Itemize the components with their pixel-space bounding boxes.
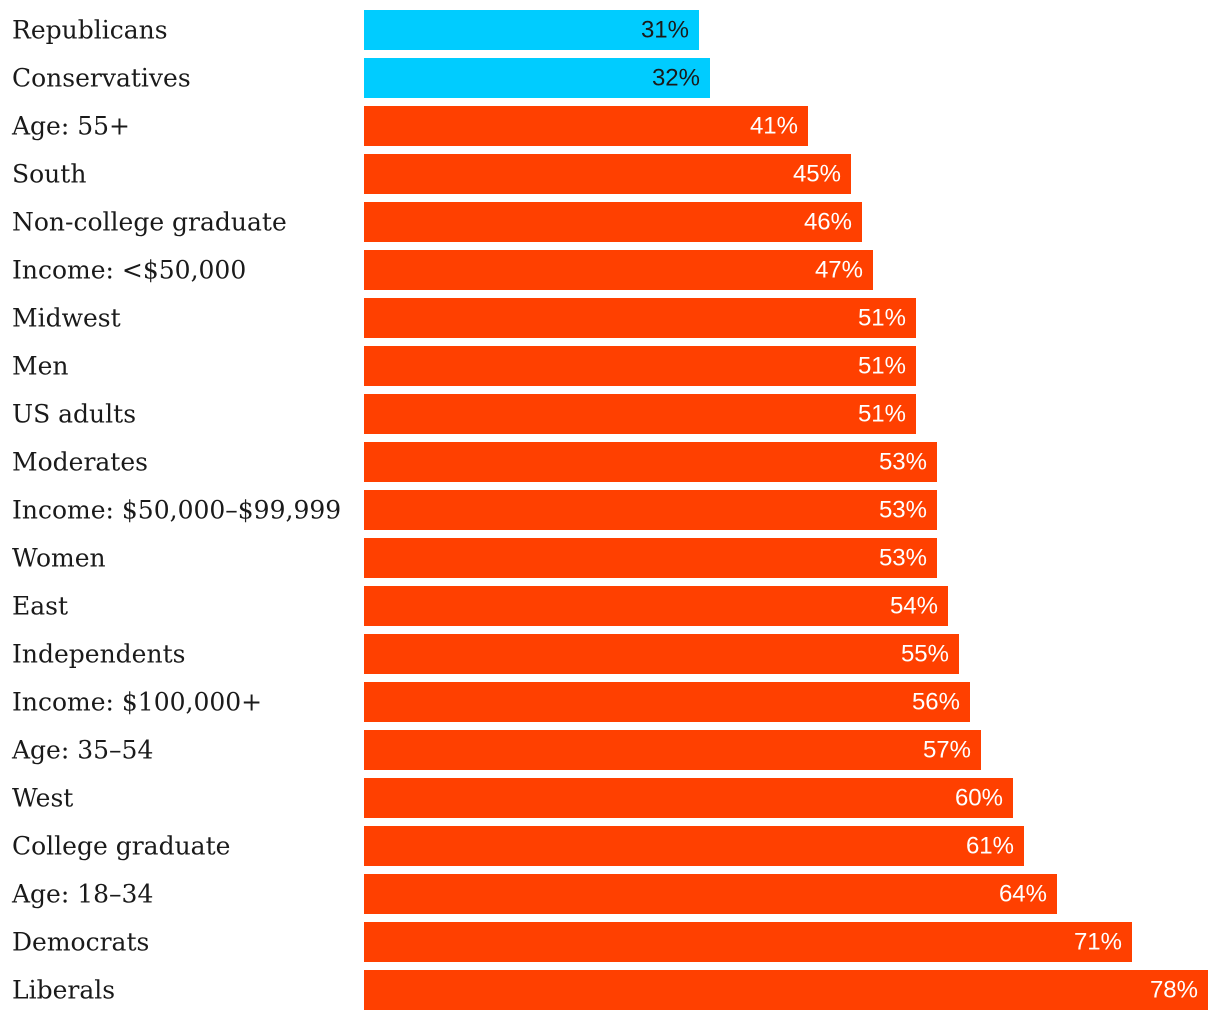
bar bbox=[364, 778, 1013, 818]
bar bbox=[364, 154, 851, 194]
value-label: 61% bbox=[966, 833, 1014, 860]
category-label: Income: $100,000+ bbox=[12, 688, 262, 717]
category-label: Midwest bbox=[12, 304, 121, 333]
category-label: Independents bbox=[12, 640, 185, 669]
value-label: 45% bbox=[793, 161, 841, 188]
value-label: 51% bbox=[858, 401, 906, 428]
bar bbox=[364, 538, 937, 578]
category-label: East bbox=[12, 592, 68, 621]
value-label: 51% bbox=[858, 353, 906, 380]
value-label: 41% bbox=[750, 113, 798, 140]
value-label: 53% bbox=[879, 545, 927, 572]
category-label: Republicans bbox=[12, 16, 168, 45]
category-label: Women bbox=[12, 544, 106, 573]
bar bbox=[364, 202, 862, 242]
category-label: Liberals bbox=[12, 976, 115, 1005]
category-label: South bbox=[12, 160, 86, 189]
category-label: Non-college graduate bbox=[12, 208, 287, 237]
bar bbox=[364, 970, 1208, 1010]
category-label: College graduate bbox=[12, 832, 230, 861]
bar bbox=[364, 10, 699, 50]
category-label: Conservatives bbox=[12, 64, 191, 93]
value-label: 51% bbox=[858, 305, 906, 332]
value-label: 56% bbox=[912, 689, 960, 716]
bar bbox=[364, 106, 808, 146]
category-label: Moderates bbox=[12, 448, 148, 477]
bar bbox=[364, 490, 937, 530]
bar bbox=[364, 874, 1057, 914]
bar bbox=[364, 922, 1132, 962]
value-label: 32% bbox=[652, 65, 700, 92]
value-label: 78% bbox=[1150, 977, 1198, 1004]
bars bbox=[364, 10, 1208, 1010]
value-label: 64% bbox=[999, 881, 1047, 908]
bar bbox=[364, 586, 948, 626]
bar bbox=[364, 394, 916, 434]
category-label: Age: 35–54 bbox=[11, 736, 153, 765]
category-label: Age: 18–34 bbox=[11, 880, 153, 909]
bar bbox=[364, 298, 916, 338]
value-label: 57% bbox=[923, 737, 971, 764]
value-label: 60% bbox=[955, 785, 1003, 812]
value-label: 46% bbox=[804, 209, 852, 236]
category-label: Age: 55+ bbox=[11, 112, 130, 141]
bar bbox=[364, 634, 959, 674]
category-label: Men bbox=[12, 352, 69, 381]
value-label: 53% bbox=[879, 449, 927, 476]
category-label: US adults bbox=[12, 400, 136, 429]
bar bbox=[364, 682, 970, 722]
category-label: Democrats bbox=[12, 928, 149, 957]
bar bbox=[364, 346, 916, 386]
bar bbox=[364, 826, 1024, 866]
value-label: 53% bbox=[879, 497, 927, 524]
value-labels: 31% 32% 41% 45% 46% 47% 51% 51% 51% 53% 53% 53% 54% 5… bbox=[641, 17, 1198, 1004]
bar bbox=[364, 730, 981, 770]
bar bbox=[364, 250, 873, 290]
value-label: 71% bbox=[1074, 929, 1122, 956]
value-label: 31% bbox=[641, 17, 689, 44]
value-label: 47% bbox=[815, 257, 863, 284]
category-labels: Republicans Conservatives Age: 55+ South Non… bbox=[11, 16, 341, 1005]
value-label: 54% bbox=[890, 593, 938, 620]
category-label: Income: $50,000–$99,999 bbox=[12, 496, 341, 525]
bar bbox=[364, 58, 710, 98]
category-label: Income: <$50,000 bbox=[12, 256, 246, 285]
value-label: 55% bbox=[901, 641, 949, 668]
category-label: West bbox=[12, 784, 73, 813]
bar bbox=[364, 442, 937, 482]
